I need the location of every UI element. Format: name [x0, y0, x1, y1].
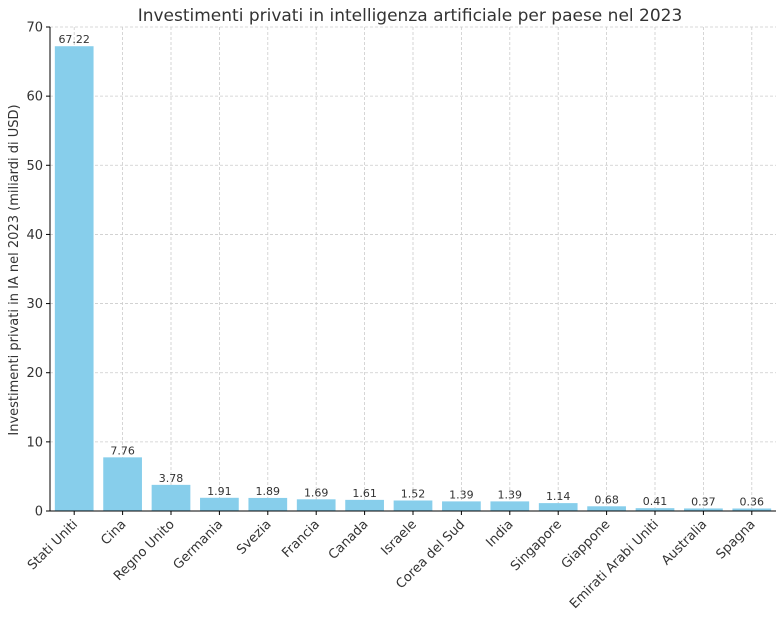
x-tick-label: Israele [378, 517, 419, 558]
grid-layer [50, 27, 776, 511]
bar-value-label: 0.41 [643, 495, 668, 508]
bar [297, 499, 336, 511]
y-tick-label: 70 [26, 21, 43, 36]
bar-value-label: 3.78 [159, 472, 184, 485]
x-tick-label: Emirati Arabi Uniti [567, 517, 662, 612]
x-tick-label: Stati Uniti [25, 517, 81, 573]
x-tick-label: Germania [171, 517, 227, 573]
bar-value-label: 1.69 [304, 486, 329, 499]
bar [442, 501, 481, 511]
bar [248, 498, 287, 511]
y-tick-label: 10 [26, 435, 43, 450]
x-tick-label: Cina [98, 517, 129, 548]
bar [103, 457, 142, 511]
chart-title: Investimenti privati in intelligenza art… [138, 6, 683, 26]
bar-value-label: 1.39 [498, 488, 523, 501]
bar-value-label: 1.89 [256, 485, 281, 498]
bar-value-label: 7.76 [110, 444, 135, 457]
x-tick-label: Francia [279, 517, 323, 561]
bar [345, 500, 384, 511]
y-axis-label: Investimenti privati in IA nel 2023 (mil… [7, 104, 22, 435]
y-tick-label: 0 [35, 505, 43, 520]
bar [539, 503, 578, 511]
x-tick-label: India [483, 517, 516, 550]
bar-value-label: 1.52 [401, 487, 426, 500]
y-tick-label: 20 [26, 366, 43, 381]
x-tick-label: Singapore [508, 517, 565, 574]
bar [394, 500, 433, 511]
y-tick-label: 60 [26, 90, 43, 105]
x-tick-label: Canada [326, 517, 372, 563]
bar-value-label: 0.68 [594, 493, 619, 506]
bar [490, 501, 529, 511]
x-tick-label: Svezia [234, 517, 275, 558]
y-tick-label: 40 [26, 228, 43, 243]
x-tick-label: Spagna [713, 517, 758, 562]
bar [200, 498, 239, 511]
bar [587, 506, 626, 511]
bar-value-label: 1.39 [449, 488, 474, 501]
bar [152, 485, 191, 511]
bar-value-label: 1.14 [546, 490, 571, 503]
x-tick-label: Australia [659, 517, 710, 568]
bar-value-label: 0.37 [691, 495, 716, 508]
bar-value-label: 67.22 [58, 33, 90, 46]
bar-value-label: 0.36 [740, 496, 765, 509]
bar [55, 46, 94, 511]
bar-value-label: 1.61 [352, 487, 377, 500]
bar-value-label: 1.91 [207, 485, 232, 498]
y-tick-label: 30 [26, 297, 43, 312]
y-tick-label: 50 [26, 159, 43, 174]
